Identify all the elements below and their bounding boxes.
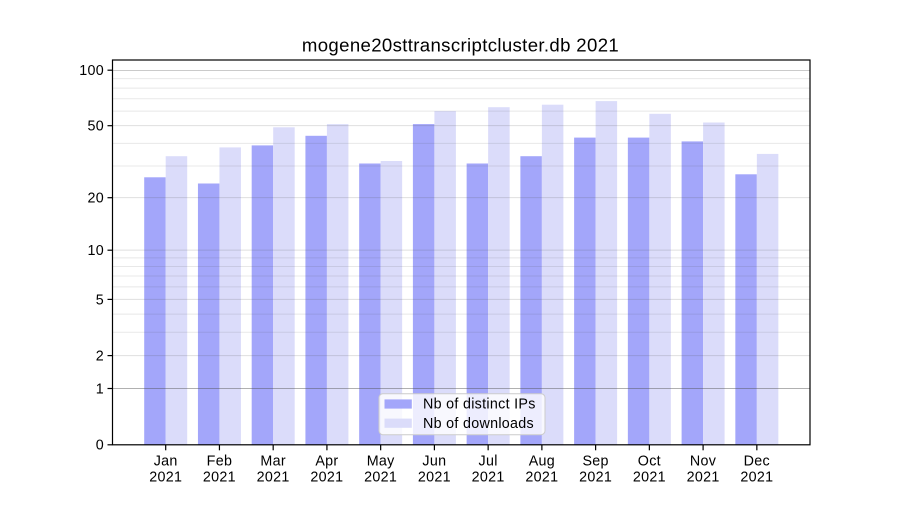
svg-text:2: 2: [96, 349, 104, 365]
svg-text:Mar: Mar: [260, 454, 286, 470]
svg-text:Aug: Aug: [529, 454, 555, 470]
svg-text:Apr: Apr: [315, 454, 338, 470]
svg-text:100: 100: [79, 63, 104, 79]
svg-text:10: 10: [87, 243, 104, 259]
svg-text:2021: 2021: [525, 469, 558, 485]
svg-text:2021: 2021: [740, 469, 773, 485]
svg-text:Sep: Sep: [582, 454, 608, 470]
svg-text:2021: 2021: [149, 469, 182, 485]
svg-text:mogene20sttranscriptcluster.db: mogene20sttranscriptcluster.db 2021: [302, 35, 619, 56]
svg-text:0: 0: [96, 438, 104, 454]
svg-text:Feb: Feb: [207, 454, 233, 470]
svg-text:Nb of downloads: Nb of downloads: [423, 416, 534, 432]
svg-text:5: 5: [96, 292, 104, 308]
svg-text:2021: 2021: [418, 469, 451, 485]
svg-text:2021: 2021: [579, 469, 612, 485]
svg-text:2021: 2021: [364, 469, 397, 485]
svg-text:50: 50: [87, 119, 104, 135]
svg-text:2021: 2021: [633, 469, 666, 485]
svg-text:May: May: [367, 454, 395, 470]
svg-text:Jan: Jan: [154, 454, 178, 470]
svg-text:2021: 2021: [257, 469, 290, 485]
svg-text:Dec: Dec: [744, 454, 770, 470]
svg-text:Jun: Jun: [422, 454, 446, 470]
svg-text:2021: 2021: [203, 469, 236, 485]
svg-text:1: 1: [96, 381, 104, 397]
svg-text:Nov: Nov: [690, 454, 717, 470]
svg-text:Oct: Oct: [638, 454, 661, 470]
svg-text:20: 20: [87, 191, 104, 207]
svg-text:Jul: Jul: [479, 454, 498, 470]
svg-text:Nb of distinct IPs: Nb of distinct IPs: [423, 397, 536, 413]
svg-text:2021: 2021: [687, 469, 720, 485]
svg-text:2021: 2021: [472, 469, 505, 485]
svg-text:2021: 2021: [310, 469, 343, 485]
